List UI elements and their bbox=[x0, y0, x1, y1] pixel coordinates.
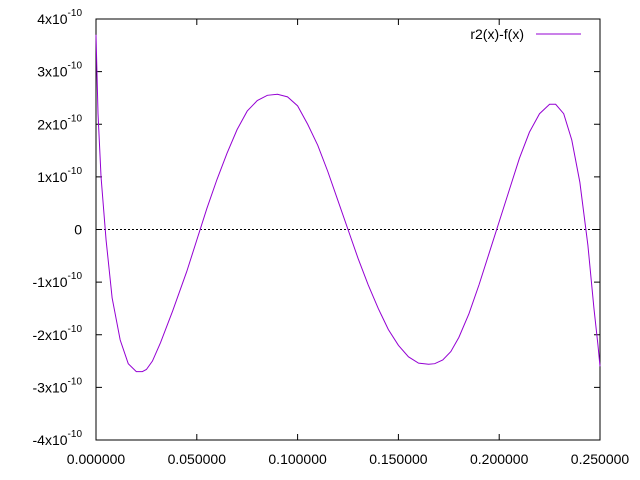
x-tick-label: 0.250000 bbox=[571, 451, 630, 467]
y-tick-label-exponent: -10 bbox=[68, 324, 83, 335]
y-tick-label: -2x10-10 bbox=[33, 324, 83, 343]
y-tick-label-exponent: -10 bbox=[68, 113, 83, 124]
series-line-0 bbox=[95, 34, 601, 373]
y-tick-label: 3x10-10 bbox=[37, 61, 82, 80]
y-tick-label: 0 bbox=[74, 222, 82, 238]
y-tick-label-base: -1x10 bbox=[33, 274, 68, 290]
x-tick-label: 0.200000 bbox=[470, 451, 529, 467]
legend-label: r2(x)-f(x) bbox=[470, 26, 524, 42]
x-axis-ticks: 0.000000 0.050000 0.100000 0.150000 0.200000… bbox=[67, 19, 630, 467]
y-tick-label-base: 4x10 bbox=[37, 11, 68, 27]
y-tick-label-exponent: -10 bbox=[68, 376, 83, 387]
y-tick-label-exponent: -10 bbox=[68, 8, 83, 19]
x-tick-label: 0.150000 bbox=[369, 451, 428, 467]
y-tick-label-exponent: -10 bbox=[68, 166, 83, 177]
y-axis-ticks: 4x10-103x10-102x10-101x10-100-1x10-10-2x… bbox=[33, 8, 600, 448]
y-tick-label-base: 3x10 bbox=[37, 64, 68, 80]
y-tick-label: -4x10-10 bbox=[33, 429, 83, 448]
series-layer bbox=[95, 34, 601, 373]
y-tick-label: -3x10-10 bbox=[33, 376, 83, 395]
y-tick-label-base: -4x10 bbox=[33, 432, 68, 448]
x-tick-label: 0.100000 bbox=[268, 451, 327, 467]
y-tick-label-base: -2x10 bbox=[33, 327, 68, 343]
y-tick-label-exponent: -10 bbox=[68, 271, 83, 282]
x-tick-label: 0.000000 bbox=[67, 451, 126, 467]
y-tick-label-exponent: -10 bbox=[68, 429, 83, 440]
y-tick-label: -1x10-10 bbox=[33, 271, 83, 290]
y-tick-label: 1x10-10 bbox=[37, 166, 82, 185]
y-tick-label: 2x10-10 bbox=[37, 113, 82, 132]
y-tick-label: 4x10-10 bbox=[37, 8, 82, 27]
y-tick-label-base: 1x10 bbox=[37, 169, 68, 185]
legend: r2(x)-f(x) bbox=[470, 26, 581, 42]
y-tick-label-base: 2x10 bbox=[37, 116, 68, 132]
y-tick-label-base: -3x10 bbox=[33, 379, 68, 395]
y-tick-label-base: 0 bbox=[74, 222, 82, 238]
x-tick-label: 0.050000 bbox=[168, 451, 227, 467]
y-tick-label-exponent: -10 bbox=[68, 61, 83, 72]
